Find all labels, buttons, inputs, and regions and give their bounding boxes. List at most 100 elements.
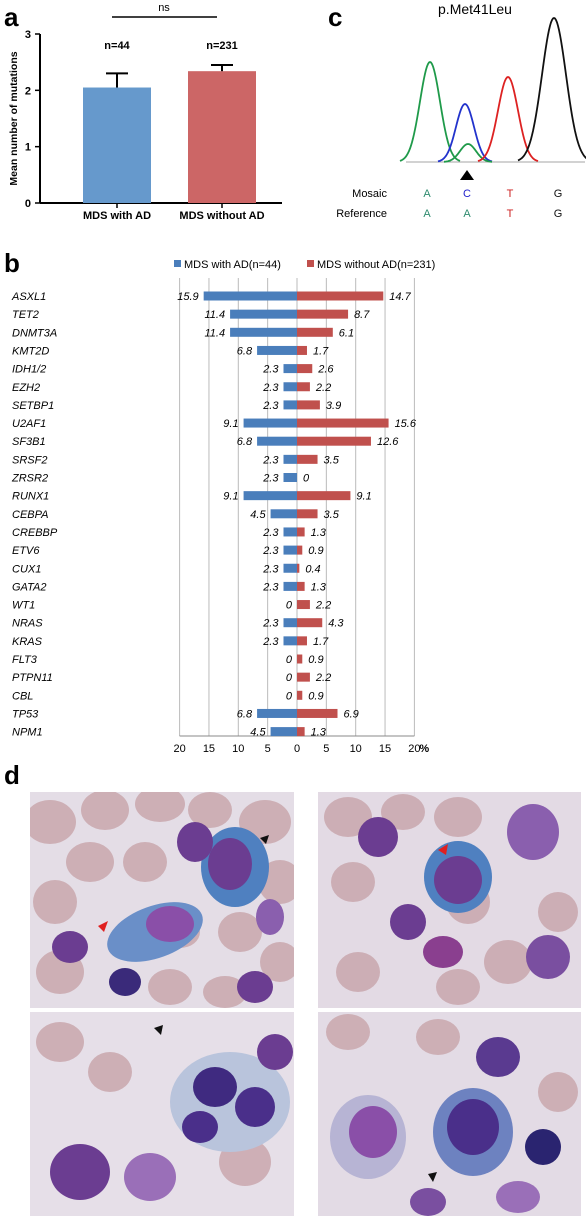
bar-without-ad [297,654,303,664]
gene-label: WT1 [12,600,35,612]
bar-without-ad [297,708,338,718]
n-label: n=231 [206,40,238,52]
x-tick-label: 20 [173,743,185,755]
value-label-right: 3.5 [324,454,340,466]
micrograph-1 [30,792,294,1008]
x-tick-label: 15 [379,743,391,755]
gene-label: ZRSR2 [11,473,48,485]
bar-with-ad [270,727,297,737]
x-tick-label: 5 [265,743,271,755]
value-label-left: 2.3 [262,545,279,557]
gene-label: SETBP1 [12,400,54,412]
value-label-right: 2.2 [315,672,331,684]
base-letter: C [463,188,471,200]
bar-without-ad [297,309,349,319]
y-axis-label: Mean number of mutations [8,51,20,185]
y-tick-label: 0 [25,198,31,210]
value-label-left: 0 [286,690,293,702]
value-label-right: 2.6 [317,364,334,376]
value-label-right: 3.9 [326,400,341,412]
value-label-left: 2.3 [262,382,279,394]
panel-label-a: a [4,2,19,32]
x-tick-label: 10 [350,743,362,755]
bar-without-ad [297,418,389,428]
red-arrowhead-1 [98,921,108,932]
bar-without-ad [297,454,318,464]
value-label-right: 4.3 [328,618,344,630]
gene-label: PTPN11 [12,672,53,684]
gene-label: CUX1 [12,563,41,575]
x-tick-label: MDS with AD [83,210,151,222]
bar-with-ad [283,636,297,646]
x-tick-label: MDS without AD [179,210,264,222]
bar-without-ad [297,672,310,682]
value-label-left: 2.3 [262,364,279,376]
y-tick-label: 1 [25,142,31,154]
value-label-left: 4.5 [250,727,266,739]
chromatogram-title: p.Met41Leu [438,1,512,17]
gene-label: TP53 [12,708,39,720]
micrograph-2 [318,792,581,1008]
base-letter: T [507,188,514,200]
value-label-right: 0.4 [305,563,320,575]
base-letter: G [554,188,563,200]
legend-swatch [307,260,314,267]
gene-label: ETV6 [12,545,40,557]
value-label-left: 2.3 [262,563,279,575]
value-label-right: 15.6 [395,418,417,430]
micrograph-3 [30,1012,294,1216]
value-label-left: 2.3 [262,473,279,485]
gene-label: GATA2 [12,581,46,593]
value-label-right: 14.7 [389,291,411,303]
bar-with-ad [283,454,297,464]
value-label-left: 11.4 [204,309,225,321]
value-label-left: 6.8 [237,345,253,357]
n-label: n=44 [104,40,130,52]
bar-without-ad [297,581,305,591]
bar-with-ad [243,491,297,501]
value-label-right: 12.6 [377,436,399,448]
value-label-left: 9.1 [223,491,238,503]
base-letter: A [423,208,431,220]
bar-without-ad [297,563,300,573]
bar-without-ad [297,327,333,337]
value-label-right: 0.9 [308,690,323,702]
value-label-right: 1.7 [313,636,329,648]
gene-label: NRAS [12,618,43,630]
y-tick-label: 2 [25,85,31,97]
bar-with-ad [257,436,297,446]
panel-label-b: b [4,248,20,278]
base-letter: A [463,208,471,220]
gene-label: ASXL1 [11,291,46,303]
panel-label-c: c [328,2,343,32]
value-label-left: 0 [286,600,293,612]
black-arrowhead-4 [428,1172,437,1182]
y-tick-label: 3 [25,29,31,41]
black-arrowhead-1 [260,835,269,844]
value-label-right: 1.3 [311,581,327,593]
x-tick-label: 0 [294,743,300,755]
gene-label: CBL [12,690,33,702]
gene-label: KRAS [12,636,43,648]
black-arrowhead-3 [154,1025,163,1035]
bar-with-ad [283,563,297,573]
value-label-right: 0.9 [308,545,323,557]
bar-without-ad [297,436,371,446]
bar-without-ad [297,345,307,355]
value-label-right: 1.3 [311,527,327,539]
bar-with-ad [270,509,297,519]
variant-arrow [460,170,474,180]
x-tick-label: 15 [203,743,215,755]
x-tick-label: 10 [232,743,244,755]
blast-cells [330,1037,561,1216]
gene-label: NPM1 [12,727,43,739]
bar-without-ad [297,291,384,301]
bar-without-ad [297,545,303,555]
blast-cells [358,804,570,979]
base-letter: T [507,208,514,220]
value-label-right: 2.2 [315,382,331,394]
value-label-right: 0.9 [308,654,323,666]
value-label-left: 2.3 [262,400,279,412]
value-label-left: 0 [286,672,293,684]
bar-with-ad [257,708,297,718]
